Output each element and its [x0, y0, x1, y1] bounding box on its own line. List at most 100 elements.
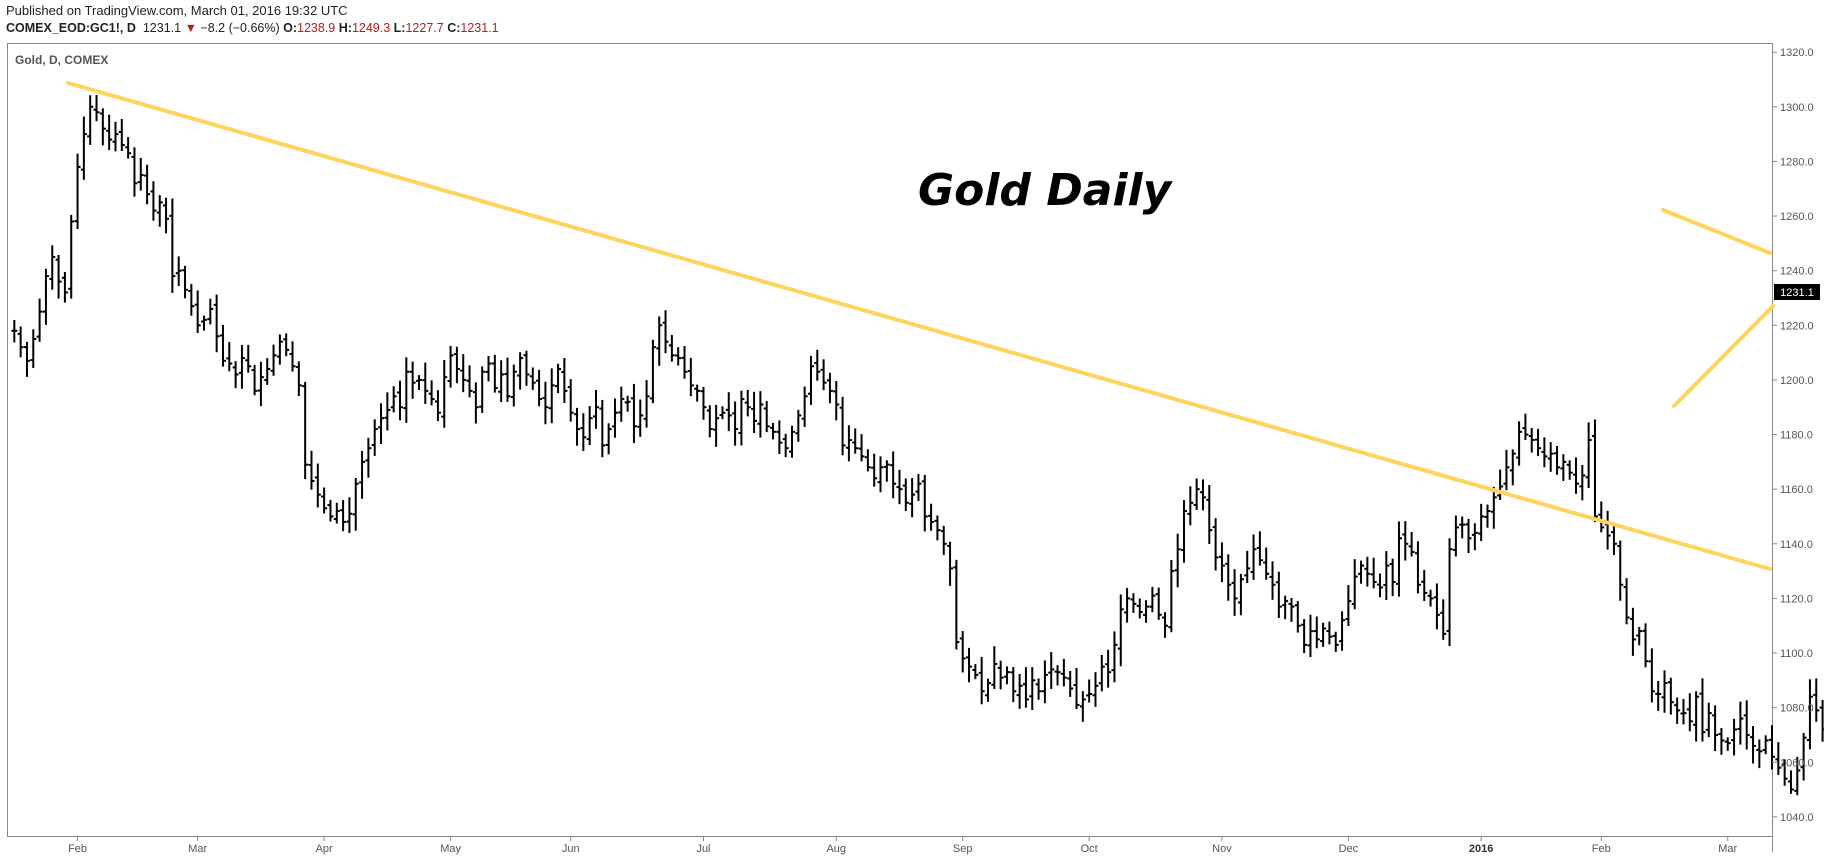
ohlc-bar: [1408, 531, 1415, 557]
ohlc-bar: [1231, 569, 1238, 616]
ohlc-bar: [782, 433, 789, 458]
ohlc-bar: [498, 360, 505, 403]
ohlc-bar: [1086, 679, 1093, 703]
ohlc-bar: [915, 473, 922, 501]
symbol-label: COMEX_EOD:GC1!, D: [6, 21, 136, 35]
ohlc-bar: [1326, 621, 1333, 645]
down-arrow-icon: ▼: [184, 21, 197, 35]
ohlc-bar: [207, 298, 214, 325]
ohlc-bar: [826, 372, 833, 404]
ohlc-bar: [1111, 631, 1118, 683]
ohlc-bar: [403, 357, 410, 423]
ohlc-bar: [1263, 547, 1270, 580]
ohlc-bar: [1718, 728, 1725, 755]
published-note: Published on TradingView.com, March 01, …: [6, 3, 348, 18]
high-value: 1249.3: [351, 21, 391, 35]
ohlc-bar: [365, 437, 372, 478]
ohlc-bar: [770, 422, 777, 440]
ohlc-bar: [1516, 421, 1523, 466]
ohlc-bar: [763, 401, 770, 433]
ohlc-bar: [314, 463, 321, 508]
pennant-lower-trendline[interactable]: [1672, 304, 1775, 408]
ohlc-bar: [1225, 554, 1232, 601]
ohlc-bar: [997, 660, 1004, 690]
ohlc-bar: [1073, 667, 1080, 710]
ohlc-bars: [11, 95, 1824, 796]
price-axis[interactable]: 1320.0 1300.0 1280.0 1260.0 1240.0 1220.0 1200…: [1772, 47, 1814, 824]
ohlc-bar: [928, 503, 935, 531]
ohlc-bar: [1762, 735, 1769, 755]
ohlc-bar: [1794, 756, 1801, 796]
ohlc-bar: [17, 326, 24, 358]
ohlc-bar: [1199, 479, 1206, 511]
trendlines: [66, 81, 1775, 571]
ohlc-bar: [580, 413, 587, 452]
ohlc-bar: [618, 386, 625, 422]
plot-area[interactable]: [7, 43, 1773, 837]
ohlc-bar: [1389, 558, 1396, 597]
ohlc-bar: [1490, 486, 1497, 529]
ohlc-bar: [1560, 454, 1567, 481]
ohlc-bar: [1446, 538, 1453, 646]
ohlc-bar: [340, 500, 347, 532]
ohlc-bar: [675, 347, 682, 366]
ohlc-bar: [776, 420, 783, 455]
ohlc-bar: [1345, 585, 1352, 627]
ohlc-bar: [308, 450, 315, 490]
ohlc-bar: [978, 656, 985, 705]
ohlc-bar: [1301, 618, 1308, 654]
ohlc-bar: [1750, 726, 1757, 764]
time-tick-label: Mar: [1718, 843, 1737, 855]
ohlc-bar: [30, 329, 37, 369]
ohlc-bar: [1092, 672, 1099, 707]
ohlc-bar: [668, 334, 675, 362]
ohlc-bar: [1585, 422, 1592, 488]
ohlc-bar: [529, 367, 536, 390]
ohlc-bar: [1003, 666, 1010, 685]
ohlc-bar: [845, 425, 852, 462]
price-tick-label: 1180.0: [1780, 430, 1813, 442]
ohlc-bar: [1547, 442, 1554, 472]
ohlc-bar: [352, 477, 359, 531]
pennant-upper-trendline[interactable]: [1661, 208, 1772, 255]
time-tick-label: Feb: [68, 843, 87, 855]
ohlc-bar: [276, 334, 283, 365]
ohlc-bar: [1787, 770, 1794, 794]
ohlc-bar: [1629, 607, 1636, 656]
ohlc-bar: [99, 108, 106, 146]
time-axis[interactable]: Feb Mar Apr May Jun Jul Aug Sep Oct Nov Dec 2016 Feb…: [68, 836, 1738, 855]
ohlc-bar: [1484, 504, 1491, 528]
ohlc-bar: [371, 419, 378, 456]
close-label: C:: [447, 21, 461, 35]
ohlc-bar: [732, 401, 739, 446]
ohlc-bar: [611, 398, 618, 438]
ohlc-bar: [1035, 678, 1042, 700]
price-tick-label: 1060.0: [1780, 757, 1814, 769]
ohlc-bar: [327, 499, 334, 522]
ohlc-bar: [87, 95, 94, 145]
ohlc-bar: [257, 361, 264, 407]
ohlc-bar: [890, 451, 897, 499]
last-price-marker-label: 1231.1: [1780, 287, 1814, 299]
long-term-resistance-trendline[interactable]: [66, 81, 1772, 571]
ohlc-bar: [1756, 739, 1763, 769]
ohlc-bar: [548, 368, 555, 424]
ohlc-bar: [1667, 677, 1674, 715]
ohlc-bar: [1522, 413, 1529, 440]
ohlc-bar: [953, 559, 960, 650]
ohlc-bar: [1414, 541, 1421, 594]
ohlc-bar: [1351, 559, 1358, 610]
ohlc-bar: [219, 325, 226, 367]
ohlc-bar: [947, 541, 954, 586]
ohlc-bar: [991, 646, 998, 690]
ohlc-bar: [409, 361, 416, 399]
open-value: 1238.9: [297, 21, 336, 35]
ohlc-bar: [1054, 665, 1061, 686]
ohlc-bar: [1806, 679, 1813, 750]
ohlc-bar: [1674, 697, 1681, 724]
close-value: 1231.1: [460, 21, 499, 35]
ohlc-bar: [125, 137, 132, 159]
ohlc-bar: [713, 404, 720, 447]
ohlc-bar: [1124, 587, 1131, 623]
